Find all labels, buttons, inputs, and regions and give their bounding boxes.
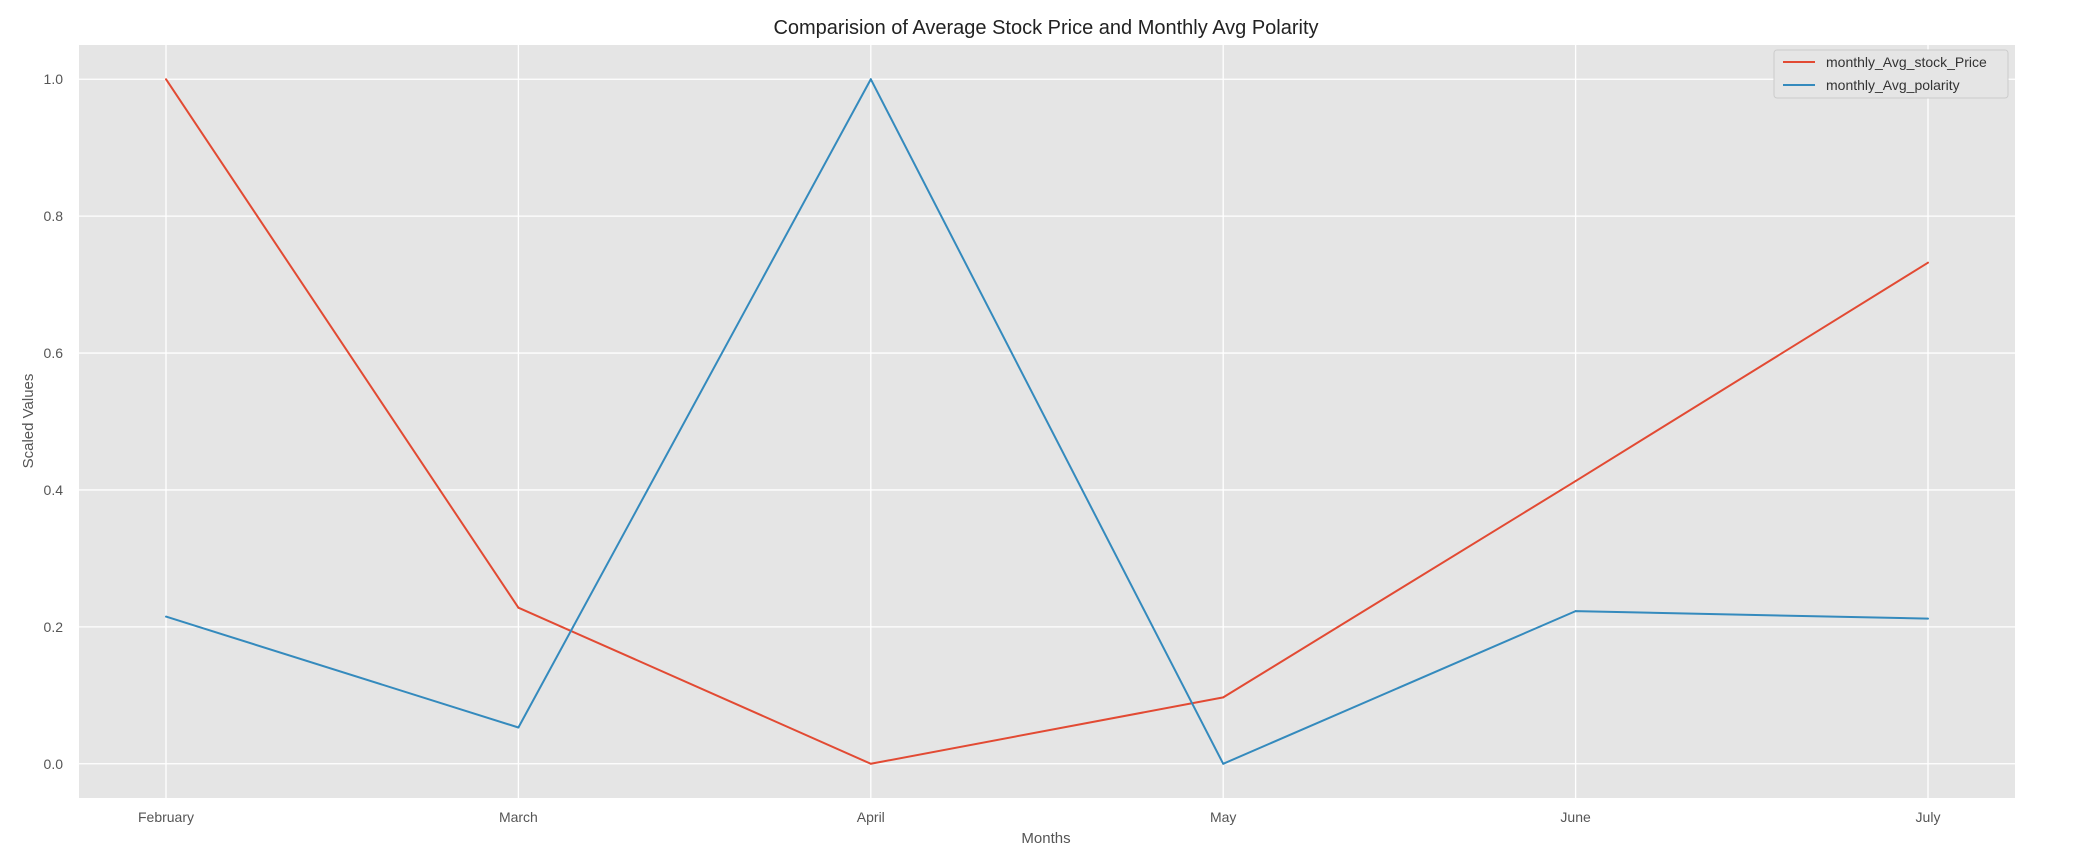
data-point-monthly-avg-stock-price-july: [1927, 261, 1929, 264]
grid-lines: [79, 45, 2015, 798]
data-point-monthly-avg-polarity-february: [165, 615, 167, 618]
y-tick-label: 0.8: [44, 208, 64, 224]
x-tick-label-july: July: [1916, 809, 1941, 825]
x-tick-labels: February March April May June July: [138, 809, 1940, 825]
y-tick-label: 0.2: [44, 619, 64, 635]
y-axis-label: Scaled Values: [20, 374, 37, 469]
chart-title: Comparision of Average Stock Price and M…: [773, 17, 1318, 39]
legend-label-polarity: monthly_Avg_polarity: [1826, 77, 1960, 93]
data-point-monthly-avg-polarity-june: [1574, 610, 1577, 613]
y-tick-label: 0.4: [44, 482, 64, 498]
legend: monthly_Avg_stock_Price monthly_Avg_pola…: [1773, 49, 2009, 99]
data-point-monthly-avg-stock-price-february: [165, 78, 167, 81]
x-tick-label-june: June: [1560, 809, 1591, 825]
data-point-monthly-avg-polarity-march: [517, 726, 520, 729]
x-tick-label-february: February: [138, 809, 194, 825]
series-lines: [165, 78, 1929, 765]
x-tick-label-may: May: [1210, 809, 1236, 825]
data-point-monthly-avg-polarity-april: [869, 78, 872, 81]
y-tick-label: 0.0: [44, 756, 64, 772]
legend-label-stock-price: monthly_Avg_stock_Price: [1826, 54, 1987, 70]
data-point-monthly-avg-stock-price-march: [517, 606, 520, 609]
series-line-monthly-avg-polarity: [165, 78, 1929, 765]
x-tick-label-april: April: [857, 809, 885, 825]
y-tick-label: 1.0: [44, 71, 64, 87]
y-tick-label: 0.6: [44, 345, 64, 361]
data-point-monthly-avg-polarity-may: [1222, 762, 1225, 765]
x-tick-label-march: March: [499, 809, 538, 825]
y-tick-labels: 0.0 0.2 0.4 0.6 0.8 1.0: [44, 71, 64, 772]
legend-box: [1773, 49, 2009, 99]
x-axis-label: Months: [1021, 830, 1070, 847]
series-line-monthly-avg-stock-price: [165, 78, 1929, 765]
data-point-monthly-avg-stock-price-april: [869, 762, 872, 765]
data-point-monthly-avg-stock-price-may: [1222, 696, 1225, 699]
data-point-monthly-avg-polarity-july: [1927, 617, 1929, 620]
data-point-monthly-avg-stock-price-june: [1574, 480, 1577, 483]
